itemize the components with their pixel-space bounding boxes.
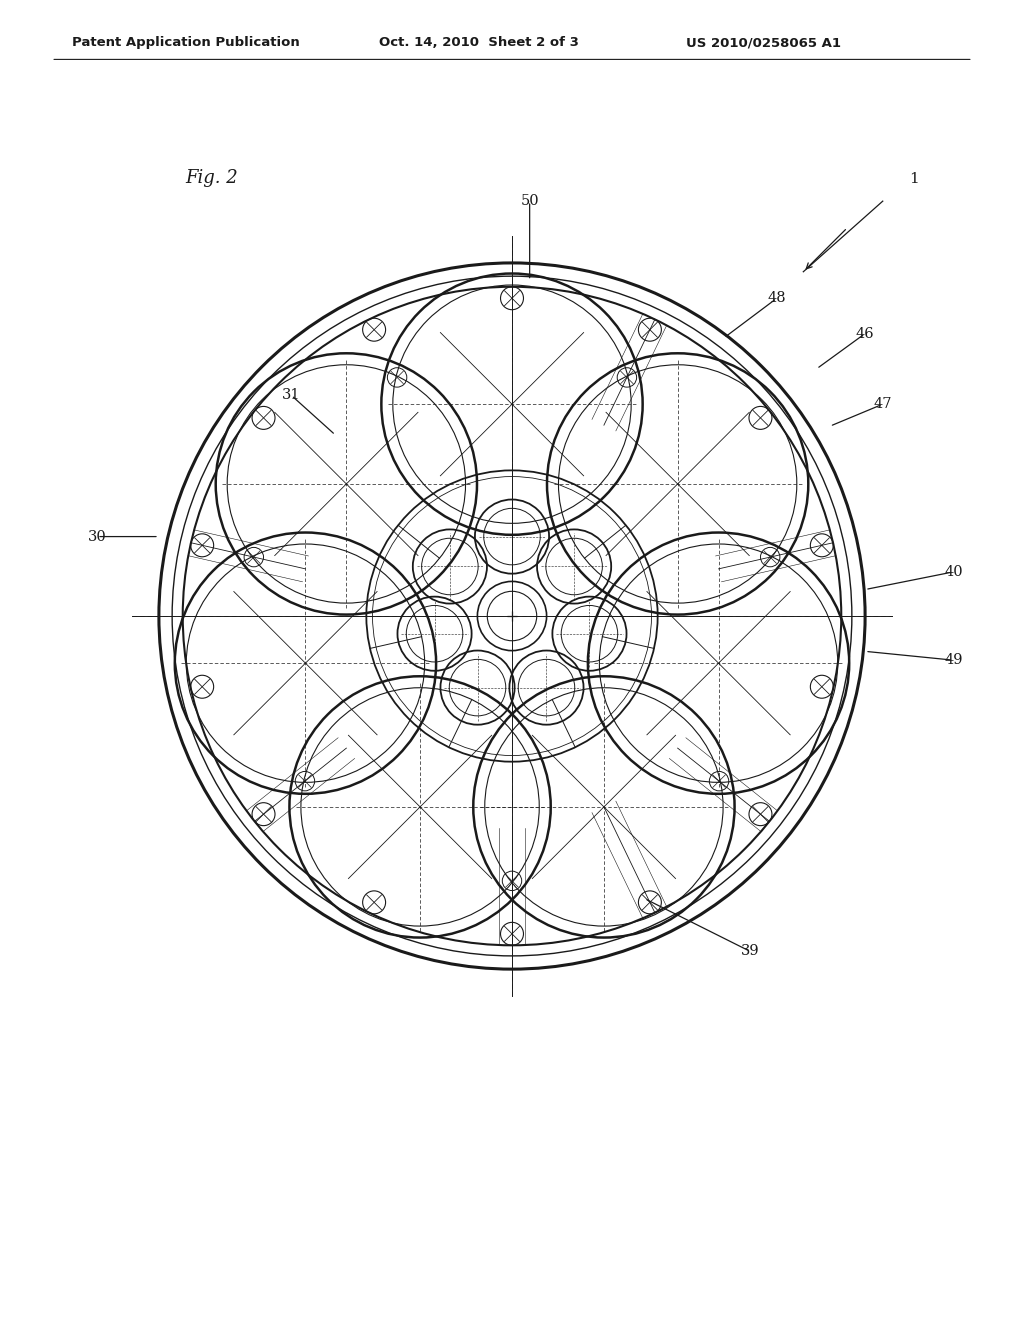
Text: 46: 46 xyxy=(856,326,874,341)
Text: 50: 50 xyxy=(520,194,539,209)
Text: 1: 1 xyxy=(909,173,919,186)
Text: Fig. 2: Fig. 2 xyxy=(185,169,239,187)
Text: 30: 30 xyxy=(88,529,106,544)
Text: 48: 48 xyxy=(768,292,786,305)
Text: 31: 31 xyxy=(282,388,301,403)
Text: 49: 49 xyxy=(944,653,963,667)
Text: 47: 47 xyxy=(873,397,892,411)
Text: Oct. 14, 2010  Sheet 2 of 3: Oct. 14, 2010 Sheet 2 of 3 xyxy=(379,36,579,49)
Text: US 2010/0258065 A1: US 2010/0258065 A1 xyxy=(686,36,841,49)
Text: 40: 40 xyxy=(944,565,963,579)
Text: Patent Application Publication: Patent Application Publication xyxy=(72,36,299,49)
Text: 39: 39 xyxy=(741,945,760,958)
